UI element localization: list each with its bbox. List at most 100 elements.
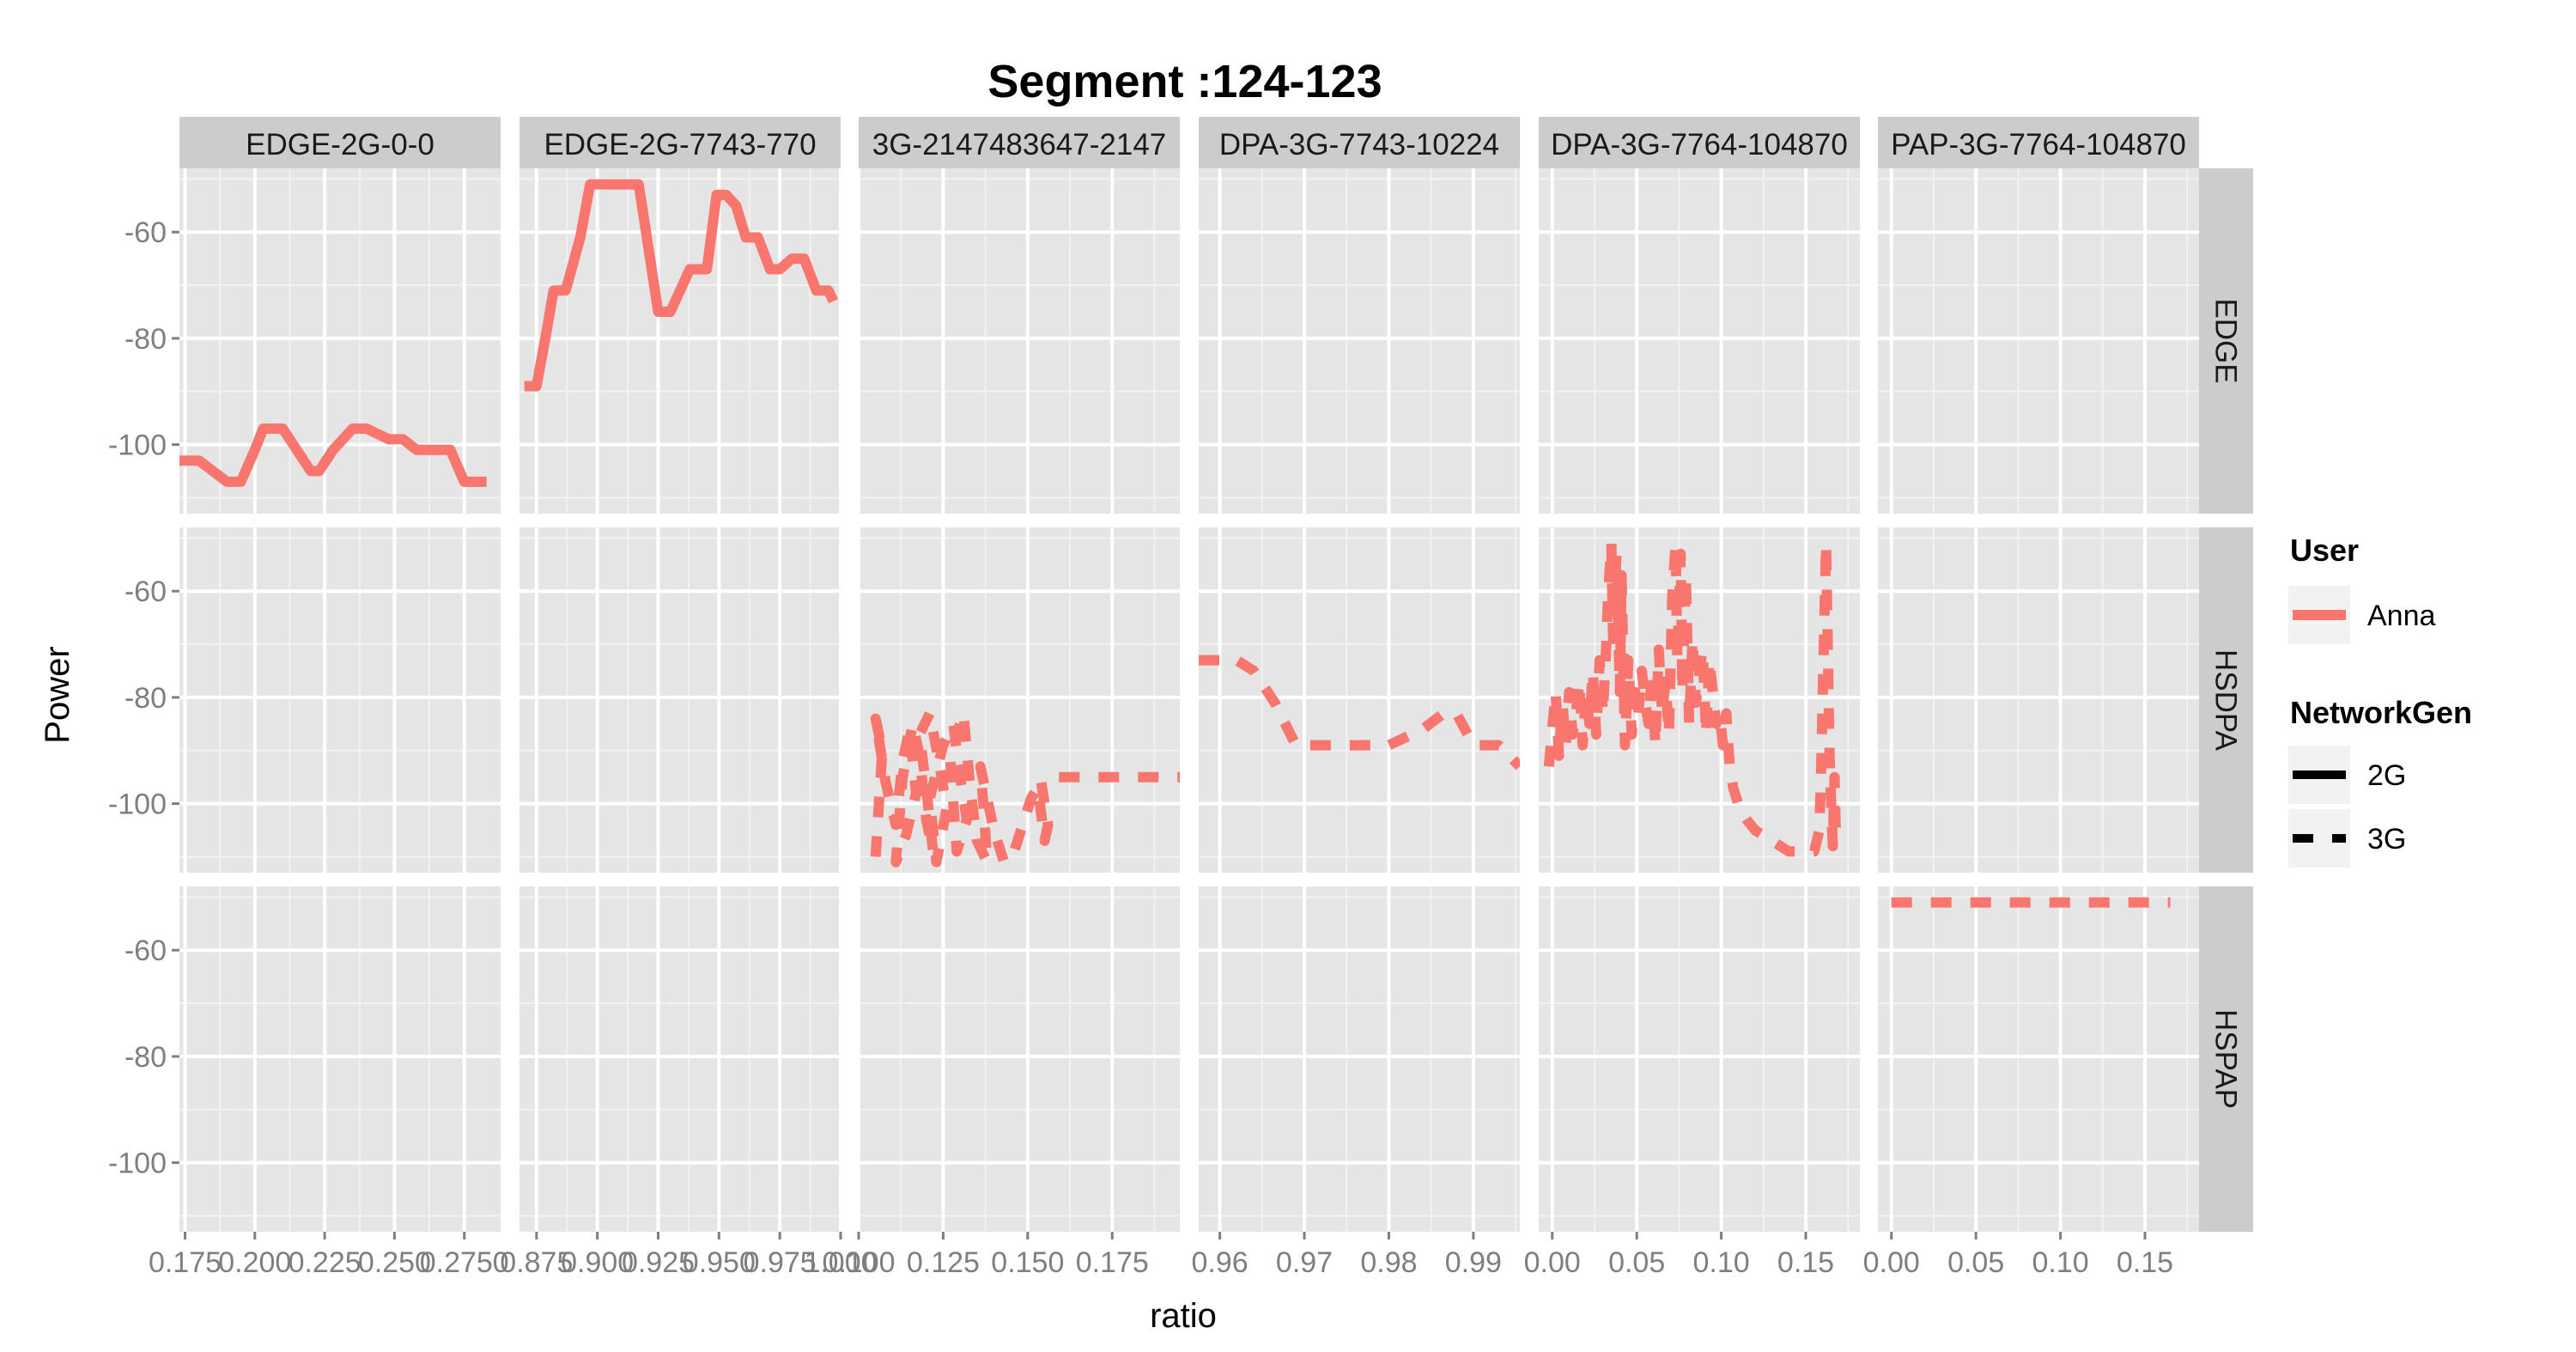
- x-tick-label: 0.150: [991, 1246, 1064, 1279]
- x-tick-label: 0.2750: [420, 1246, 509, 1279]
- legend-label-anna: Anna: [2367, 600, 2435, 632]
- panel-background: [179, 527, 501, 873]
- facet-strip-label: DPA-3G-7764-104870: [1551, 128, 1848, 161]
- x-axis-label: ratio: [1150, 1297, 1217, 1335]
- series-line-3g-2: [870, 708, 1180, 868]
- panel-background: [1878, 168, 2199, 514]
- x-tick-label: 0.10: [2032, 1246, 2088, 1279]
- facet-strip-label: EDGE-2G-0-0: [246, 128, 434, 161]
- panel-1-0: [179, 527, 501, 873]
- y-tick-label: -60: [125, 935, 167, 967]
- y-tick-label: -100: [108, 1148, 167, 1180]
- x-tick-label: 0.125: [907, 1246, 980, 1279]
- panel-background: [1539, 886, 1860, 1232]
- panel-0-3: [1199, 168, 1520, 514]
- panel-0-5: [1878, 168, 2199, 514]
- panel-background: [1539, 168, 1860, 514]
- panel-2-3: [1199, 886, 1520, 1232]
- x-tick-label: 0.99: [1445, 1246, 1502, 1279]
- panel-background: [1878, 527, 2199, 873]
- series-line-2g-0: [179, 423, 487, 487]
- y-axis-label: Power: [39, 646, 76, 743]
- x-tick-label: 0.200: [218, 1246, 291, 1279]
- panel-1-4: [1539, 527, 1860, 873]
- x-tick-label: 0.05: [1947, 1246, 2004, 1279]
- chart-title: Segment :124-123: [987, 56, 1382, 107]
- y-tick-label: -80: [125, 323, 167, 356]
- row-strip-0: [2199, 168, 2253, 514]
- x-tick-label: 0.00: [1863, 1246, 1920, 1279]
- legend-title-user: User: [2290, 533, 2359, 568]
- panel-background: [859, 168, 1180, 514]
- panel-background: [859, 886, 1180, 1232]
- facet-strip-3: [1199, 117, 1520, 168]
- panel-1-5: [1878, 527, 2199, 873]
- panel-background: [1199, 527, 1520, 873]
- x-tick-label: 0.900: [561, 1246, 634, 1279]
- panel-background: [519, 886, 841, 1232]
- facet-strip-label: DPA-3G-7743-10224: [1219, 128, 1499, 161]
- panel-1-3: [1199, 527, 1520, 873]
- row-strip-label: HSPAP: [2209, 1009, 2243, 1109]
- panel-2-4: [1539, 886, 1860, 1232]
- x-tick-label: 0.925: [622, 1246, 695, 1279]
- x-tick-label: 0.225: [289, 1246, 361, 1279]
- panel-0-4: [1539, 168, 1860, 514]
- facet-strip-label: 3G-2147483647-2147: [872, 128, 1167, 161]
- series-line-3g-3: [1199, 655, 1520, 770]
- panel-background: [1199, 168, 1520, 514]
- facet-strip-5: [1878, 117, 2199, 168]
- x-tick-label: 0.950: [683, 1246, 756, 1279]
- row-strip-label: HSDPA: [2209, 649, 2243, 752]
- panel-background: [1878, 886, 2199, 1232]
- x-tick-label: 0.96: [1192, 1246, 1249, 1279]
- x-tick-label: 0.975: [744, 1246, 817, 1279]
- y-tick-label: -100: [108, 789, 167, 821]
- panel-2-1: [519, 886, 841, 1232]
- panel-background: [519, 527, 841, 873]
- facet-grid: EDGE-2G-0-00.1750.2000.2250.2500.2750EDG…: [108, 117, 2253, 1279]
- row-strip-1: [2199, 527, 2253, 873]
- panel-0-1: [519, 168, 841, 514]
- legend: User Anna NetworkGen 2G 3G: [2288, 533, 2472, 868]
- y-tick-label: -80: [125, 682, 167, 715]
- facet-strip-4: [1539, 117, 1860, 168]
- panel-background: [859, 527, 1180, 873]
- x-tick-label: 0.05: [1608, 1246, 1665, 1279]
- panel-2-5: [1878, 886, 2199, 1232]
- panel-background: [179, 886, 501, 1232]
- facet-strip-0: [179, 117, 501, 168]
- row-strip-label: EDGE: [2209, 298, 2243, 383]
- x-tick-label: 0.15: [1777, 1246, 1834, 1279]
- x-tick-label: 0.98: [1360, 1246, 1417, 1279]
- panel-0-2: [859, 168, 1180, 514]
- panel-background: [1199, 886, 1520, 1232]
- facet-strip-label: EDGE-2G-7743-770: [544, 128, 816, 161]
- x-tick-label: 0.875: [500, 1246, 573, 1279]
- row-strip-2: [2199, 886, 2253, 1232]
- legend-label-3g: 3G: [2367, 823, 2406, 856]
- facet-strip-1: [519, 117, 841, 168]
- y-tick-label: -100: [108, 429, 167, 462]
- panel-0-0: [179, 168, 501, 514]
- x-tick-label: 0.97: [1276, 1246, 1333, 1279]
- panel-2-2: [859, 886, 1180, 1232]
- y-tick-label: -60: [125, 576, 167, 608]
- x-tick-label: 0.15: [2117, 1246, 2173, 1279]
- facet-strip-2: [859, 117, 1180, 168]
- x-tick-label: 0.00: [1524, 1246, 1581, 1279]
- x-tick-label: 0.175: [1076, 1246, 1149, 1279]
- legend-label-2g: 2G: [2367, 759, 2406, 792]
- panel-2-0: [179, 886, 501, 1232]
- series-line-3g-4: [1543, 538, 1842, 857]
- y-tick-label: -80: [125, 1041, 167, 1074]
- x-tick-label: 0.10: [1692, 1246, 1749, 1279]
- x-tick-label: 0.100: [822, 1246, 895, 1279]
- x-tick-label: 0.175: [149, 1246, 222, 1279]
- y-tick-label: -60: [125, 216, 167, 249]
- panel-1-2: [859, 527, 1180, 873]
- legend-title-networkgen: NetworkGen: [2290, 695, 2472, 730]
- facet-strip-label: PAP-3G-7764-104870: [1891, 128, 2186, 161]
- panel-1-1: [519, 527, 841, 873]
